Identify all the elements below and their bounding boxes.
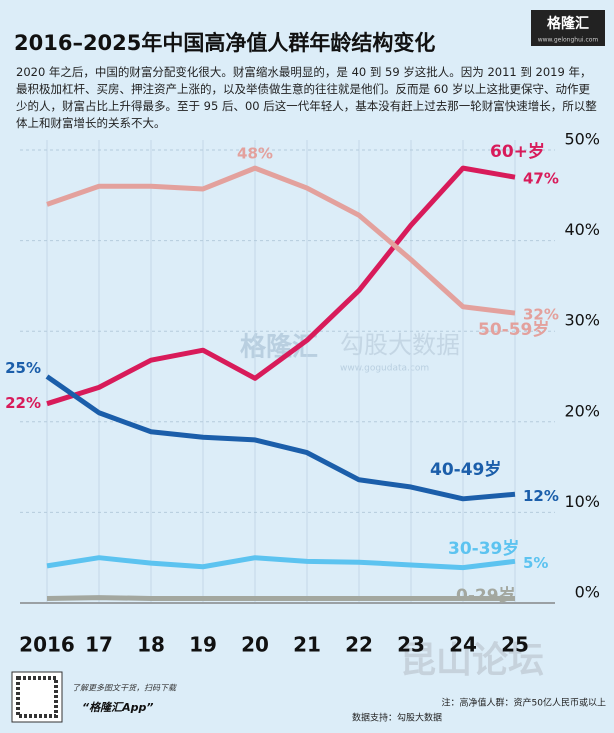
watermark-forum: 昆山论坛 <box>400 640 544 681</box>
x-tick-label: 23 <box>397 633 425 657</box>
x-tick-label: 2016 <box>19 633 75 657</box>
qr-hint: 了解更多图文干货，扫码下载 <box>72 684 177 693</box>
value-label: 12% <box>523 487 559 505</box>
value-label: 22% <box>5 394 41 412</box>
title: 2016–2025年中国高净值人群年龄结构变化 <box>14 31 435 55</box>
y-tick-label: 30% <box>564 311 600 330</box>
value-label: 48% <box>237 145 273 163</box>
value-label: 47% <box>523 170 559 188</box>
series-line <box>46 165 516 407</box>
y-tick-label: 40% <box>564 220 600 239</box>
series-line <box>46 165 516 316</box>
value-label: 25% <box>5 359 41 377</box>
series-label: 0-29岁 <box>456 585 516 606</box>
x-tick-label: 20 <box>241 633 269 657</box>
series-label: 60+岁 <box>490 141 545 162</box>
intro-text: 2020 年之后，中国的财富分配变化很大。财富缩水最明显的，是 40 到 59 … <box>16 65 597 130</box>
x-tick-label: 18 <box>137 633 165 657</box>
y-tick-label: 0% <box>575 583 600 602</box>
series-line <box>45 374 516 502</box>
logo-box <box>531 10 605 46</box>
series-line <box>46 595 515 601</box>
y-tick-label: 20% <box>564 401 600 420</box>
value-label: 5% <box>523 554 548 572</box>
value-label: 32% <box>523 306 559 324</box>
series-label: 30-39岁 <box>448 538 519 559</box>
y-tick-label: 50% <box>564 130 600 149</box>
watermark-source: 勾股大数据 <box>340 331 460 359</box>
x-tick-label: 24 <box>449 633 477 657</box>
x-tick-label: 22 <box>345 633 373 657</box>
x-tick-label: 21 <box>293 633 321 657</box>
x-tick-label: 25 <box>501 633 529 657</box>
series-label: 50-59岁 <box>478 319 549 340</box>
data-source: 数据支持：勾股大数据 <box>352 712 442 724</box>
note: 注：高净值人群：资产50亿人民币或以上 <box>442 697 606 709</box>
qr-code <box>11 671 63 723</box>
y-tick-label: 10% <box>564 492 600 511</box>
x-tick-label: 17 <box>85 633 113 657</box>
watermark-brand: 格隆汇 <box>240 332 318 363</box>
series-label: 40-49岁 <box>430 459 501 480</box>
series-line <box>46 555 516 571</box>
logo: 格隆汇 <box>547 15 589 32</box>
x-tick-label: 19 <box>189 633 217 657</box>
watermark-url: www.gogudata.com <box>340 364 429 374</box>
app-name: “格隆汇App” <box>82 701 153 714</box>
logo-url: www.gelonghui.com <box>538 37 599 44</box>
qr-pattern <box>16 676 58 718</box>
